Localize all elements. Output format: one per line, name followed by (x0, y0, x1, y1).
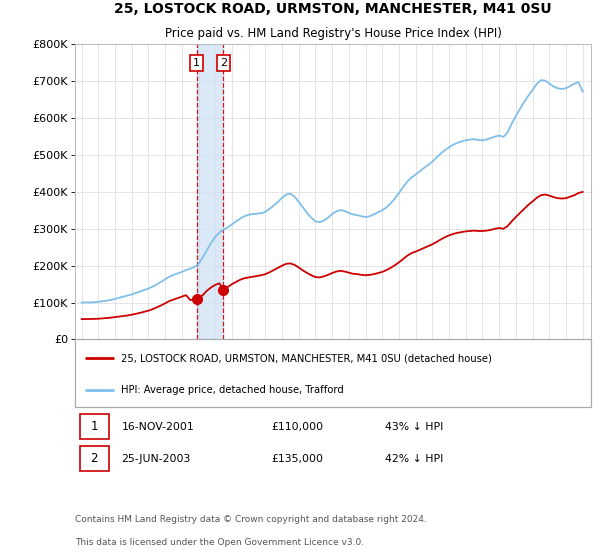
Text: 2: 2 (220, 58, 227, 68)
Text: 1: 1 (91, 421, 98, 433)
FancyBboxPatch shape (75, 339, 591, 408)
Text: This data is licensed under the Open Government Licence v3.0.: This data is licensed under the Open Gov… (75, 538, 364, 547)
Text: 2: 2 (91, 452, 98, 465)
Text: Price paid vs. HM Land Registry's House Price Index (HPI): Price paid vs. HM Land Registry's House … (164, 27, 502, 40)
Bar (197, 44, 223, 339)
Text: 25-JUN-2003: 25-JUN-2003 (121, 454, 191, 464)
FancyBboxPatch shape (80, 446, 109, 472)
Text: 1: 1 (193, 58, 200, 68)
Text: Contains HM Land Registry data © Crown copyright and database right 2024.: Contains HM Land Registry data © Crown c… (75, 515, 427, 524)
Text: 16-NOV-2001: 16-NOV-2001 (121, 422, 194, 432)
Text: 25, LOSTOCK ROAD, URMSTON, MANCHESTER, M41 0SU: 25, LOSTOCK ROAD, URMSTON, MANCHESTER, M… (114, 2, 552, 16)
FancyBboxPatch shape (80, 414, 109, 440)
Text: £135,000: £135,000 (271, 454, 323, 464)
Text: HPI: Average price, detached house, Trafford: HPI: Average price, detached house, Traf… (121, 385, 344, 395)
Text: 25, LOSTOCK ROAD, URMSTON, MANCHESTER, M41 0SU (detached house): 25, LOSTOCK ROAD, URMSTON, MANCHESTER, M… (121, 353, 493, 363)
Text: £110,000: £110,000 (271, 422, 323, 432)
Text: 42% ↓ HPI: 42% ↓ HPI (385, 454, 443, 464)
Text: 43% ↓ HPI: 43% ↓ HPI (385, 422, 443, 432)
